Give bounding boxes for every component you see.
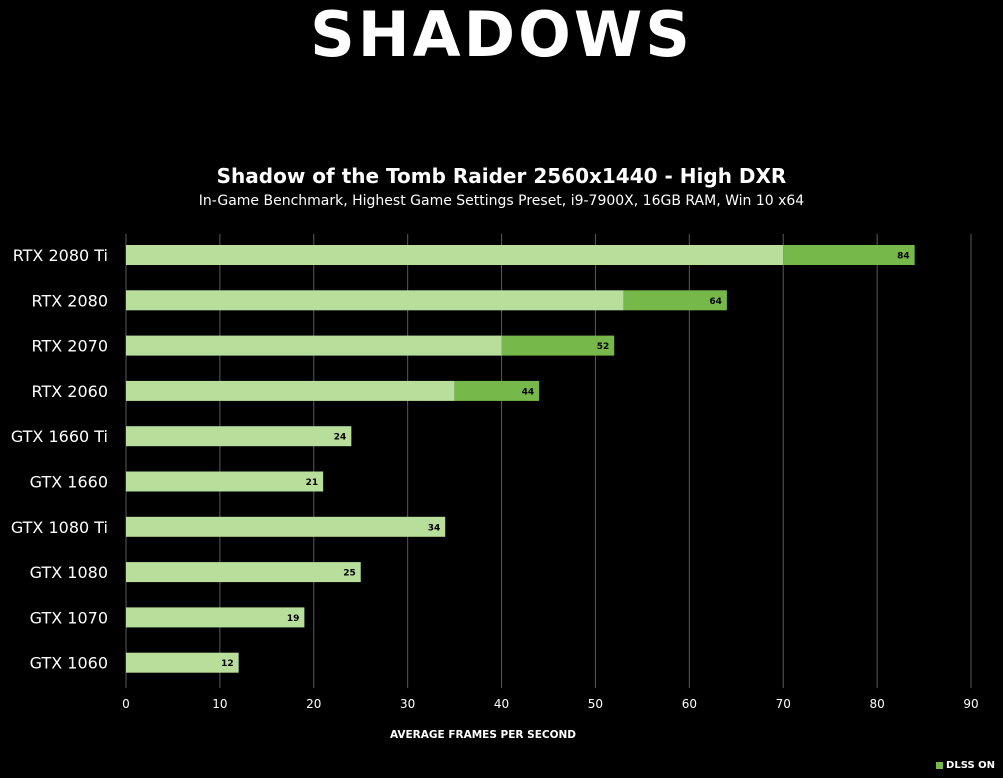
legend-label-dlss-on: DLSS ON [946,759,995,771]
x-tick-label-30: 30 [400,697,415,711]
category-label-rtx-2070: RTX 2070 [32,337,109,356]
x-tick-label-10: 10 [212,697,227,711]
x-tick-label-80: 80 [869,697,884,711]
bar-dlss-rtx-2080-ti [783,245,915,265]
x-tick-label-20: 20 [306,697,321,711]
data-label-rtx-2080-ti: 84 [897,252,910,262]
x-axis-title: AVERAGE FRAMES PER SECOND [390,729,576,741]
bar-base-gtx-1060 [126,652,239,673]
category-label-gtx-1660: GTX 1660 [30,473,108,492]
data-label-rtx-2080: 64 [709,297,722,307]
x-tick-label-50: 50 [588,697,603,711]
chart-title: Shadow of the Tomb Raider 2560x1440 - Hi… [216,164,787,188]
data-label-gtx-1070: 19 [287,614,300,624]
x-tick-label-0: 0 [122,697,130,711]
page-headline: SHADOWS [310,0,693,71]
x-tick-label-60: 60 [682,697,697,711]
bar-base-rtx-2080-ti [126,245,784,265]
category-label-rtx-2080: RTX 2080 [32,291,109,310]
data-label-gtx-1060: 12 [221,659,234,669]
data-label-gtx-1660: 21 [306,478,319,488]
category-label-gtx-1660-ti: GTX 1660 Ti [11,427,108,446]
data-label-gtx-1660-ti: 24 [334,433,347,443]
x-tick-label-90: 90 [963,697,978,711]
category-labels: RTX 2080 Ti RTX 2080 RTX 2070 RTX 2060 GTX 1… [11,246,108,673]
bar-dlss-rtx-2060 [454,380,540,401]
x-tick-label-70: 70 [776,697,791,711]
legend: DLSS ON [936,758,995,772]
data-label-rtx-2070: 52 [597,342,610,352]
data-label-gtx-1080: 25 [343,569,356,579]
data-label-gtx-1080-ti: 34 [428,523,441,533]
bar-base-gtx-1070 [126,607,305,628]
bar-dlss-rtx-2080 [623,290,727,311]
bars: 84 64 52 44 24 21 34 25 19 12 [126,245,915,673]
bar-base-gtx-1080-ti [126,516,446,537]
bar-base-gtx-1080 [126,562,361,583]
x-axis-ticks: 0 10 20 30 40 50 60 70 80 90 [122,697,978,711]
bar-base-gtx-1660 [126,471,324,492]
category-label-rtx-2060: RTX 2060 [32,382,109,401]
bar-base-rtx-2080 [126,290,624,311]
category-label-gtx-1080-ti: GTX 1080 Ti [11,518,108,537]
category-label-rtx-2080-ti: RTX 2080 Ti [13,246,108,265]
bar-dlss-rtx-2070 [501,335,615,356]
data-label-rtx-2060: 44 [522,387,535,397]
x-tick-label-40: 40 [494,697,509,711]
bar-base-rtx-2060 [126,380,455,401]
legend-swatch-dlss-on [936,761,944,769]
bar-base-rtx-2070 [126,335,502,356]
bar-base-gtx-1660-ti [126,426,352,447]
chart-subtitle: In-Game Benchmark, Highest Game Settings… [198,193,805,209]
category-label-gtx-1080: GTX 1080 [30,563,108,582]
category-label-gtx-1060: GTX 1060 [30,654,108,673]
category-label-gtx-1070: GTX 1070 [30,608,108,627]
